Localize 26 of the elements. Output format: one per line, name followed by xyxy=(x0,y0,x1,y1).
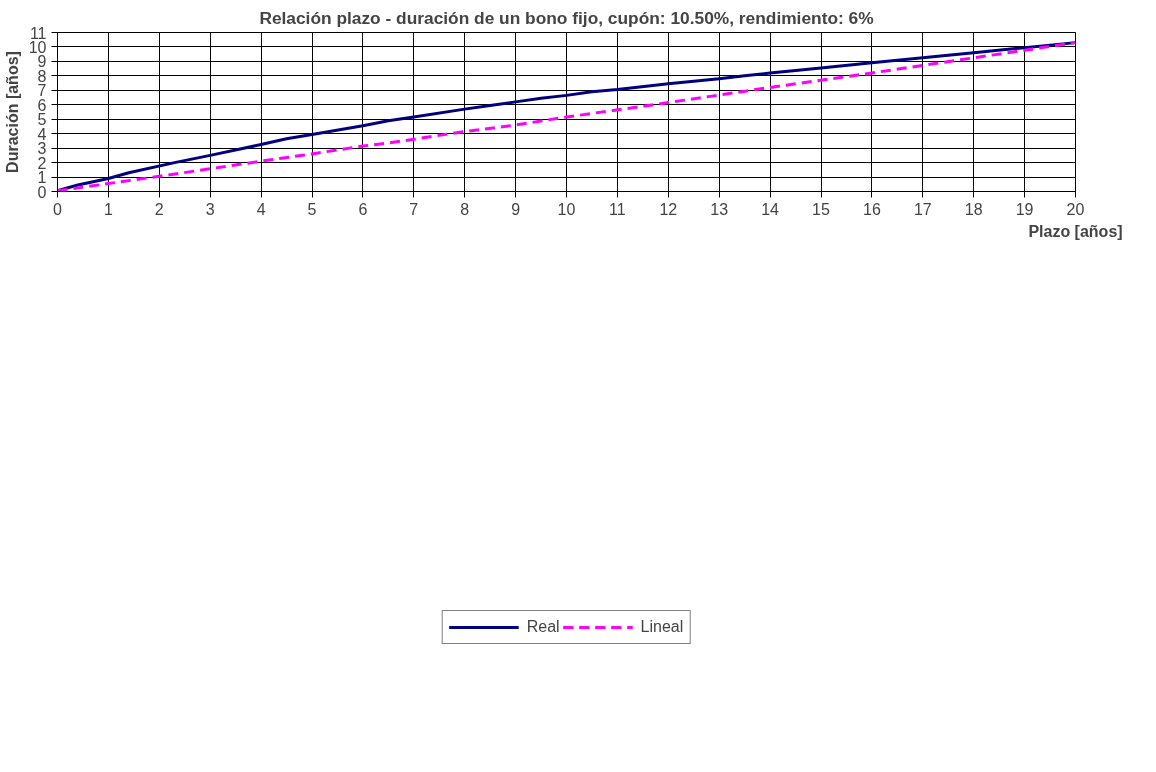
x-tick-label: 13 xyxy=(710,200,729,218)
x-tick-label: 14 xyxy=(761,200,780,218)
x-tick-label: 15 xyxy=(812,200,830,218)
x-tick-label: 18 xyxy=(964,200,983,218)
x-tick-label: 19 xyxy=(1015,200,1034,218)
x-tick-label: 3 xyxy=(205,200,215,218)
x-tick-label: 17 xyxy=(913,200,932,218)
x-tick-label: 10 xyxy=(557,200,576,218)
x-tick-label: 4 xyxy=(256,200,266,218)
x-tick-label: 0 xyxy=(53,200,63,218)
x-tick-label: 11 xyxy=(609,200,626,218)
x-tick-label: 8 xyxy=(460,200,470,218)
x-tick-label: 7 xyxy=(409,200,419,218)
x-tick-label: 12 xyxy=(659,200,678,218)
x-tick-label: 16 xyxy=(863,200,881,218)
x-axis-title: Plazo [años] xyxy=(1028,222,1123,240)
x-tick-label: 5 xyxy=(307,200,317,218)
chart-title: Relación plazo - duración de un bono fijo, cupón: 10.50%, rendimiento: 6% xyxy=(259,7,874,28)
x-tick-label: 2 xyxy=(154,200,164,218)
x-tick-label: 20 xyxy=(1066,200,1085,218)
x-tick-label: 1 xyxy=(103,200,113,218)
y-axis-title: Duración [años] xyxy=(3,51,21,173)
legend-label: Real xyxy=(526,617,560,636)
x-tick-label: 6 xyxy=(358,200,368,218)
legend-label: Lineal xyxy=(640,617,684,636)
x-tick-label: 9 xyxy=(511,200,521,218)
